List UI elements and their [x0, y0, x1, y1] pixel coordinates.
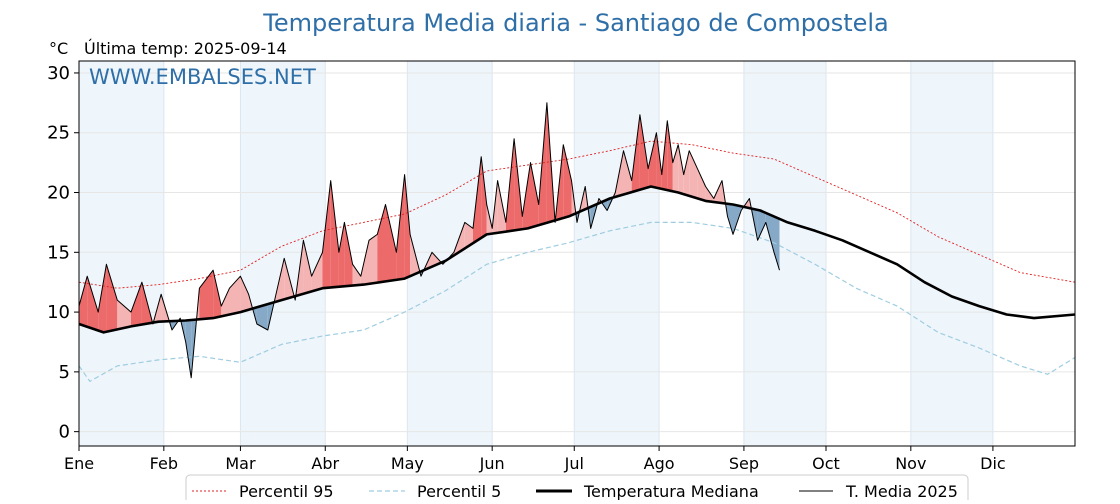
month-bands	[79, 61, 993, 446]
y-tick-label: 5	[59, 362, 70, 383]
x-tick-label: Ago	[644, 454, 675, 473]
last-temp-label: Última temp: 2025-09-14	[84, 39, 287, 58]
x-tick-label: Dic	[980, 454, 1006, 473]
y-tick-label: 10	[47, 302, 70, 323]
unit-label: °C	[49, 39, 68, 58]
y-axis: 0 5 10 15 20 25 30	[47, 63, 79, 443]
month-band-may	[407, 61, 492, 446]
watermark: WWW.EMBALSES.NET	[89, 65, 316, 89]
above-median-fill	[344, 222, 352, 286]
legend-label-p5: Percentil 5	[417, 482, 501, 500]
above-median-fill	[563, 145, 571, 218]
x-tick-label: Abr	[311, 454, 339, 473]
legend: Percentil 95 Percentil 5 Temperatura Med…	[186, 475, 968, 500]
x-tick-label: Jun	[479, 454, 505, 473]
x-tick-label: Feb	[150, 454, 178, 473]
legend-label-p95: Percentil 95	[239, 482, 334, 500]
x-tick-label: Nov	[895, 454, 926, 473]
y-tick-label: 20	[47, 183, 70, 204]
x-tick-label: Jul	[564, 454, 584, 473]
above-median-fill	[377, 205, 385, 283]
month-band-nov	[911, 61, 993, 446]
x-tick-label: Oct	[812, 454, 840, 473]
y-tick-label: 0	[59, 422, 70, 443]
x-tick-label: Ene	[64, 454, 94, 473]
month-band-mar	[240, 61, 325, 446]
month-band-jul	[574, 61, 659, 446]
x-axis: Ene Feb Mar Abr May Jun Jul Ago Sep Oct Nov Dic	[64, 446, 1006, 473]
legend-label-median: Temperatura Mediana	[583, 482, 759, 500]
legend-label-current: T. Media 2025	[845, 482, 958, 500]
x-tick-label: Sep	[729, 454, 759, 473]
above-median-fill	[684, 151, 690, 196]
above-median-fill	[331, 181, 339, 288]
above-median-fill	[369, 234, 377, 283]
chart-title: Temperatura Media diaria - Santiago de C…	[262, 9, 889, 37]
above-median-fill	[689, 151, 697, 199]
above-median-fill	[531, 163, 539, 228]
month-band-sep	[744, 61, 826, 446]
y-tick-label: 30	[47, 63, 70, 84]
y-tick-label: 25	[47, 123, 70, 144]
month-band-ene	[79, 61, 164, 446]
y-tick-label: 15	[47, 242, 70, 263]
x-tick-label: Mar	[225, 454, 256, 473]
above-median-fill	[339, 222, 345, 286]
x-tick-label: May	[391, 454, 424, 473]
above-median-fill	[673, 145, 678, 193]
